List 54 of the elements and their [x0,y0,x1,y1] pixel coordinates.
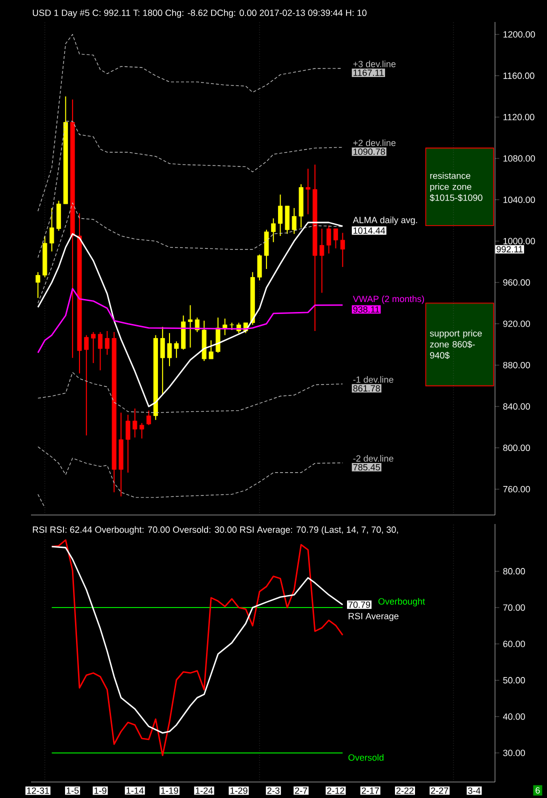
x-tick-label: 2-3 [267,787,280,794]
series-label: +3 dev.line [353,60,396,68]
band-label: resistance price zone $1015-$1090 [430,172,482,202]
x-tick-label: 1-24 [196,787,213,794]
y-tick-label: 840.00 [503,403,530,410]
chart-title: RSI RSI: 62.44 Overbought: 70.00 Oversold: 30.00 RSI Average: 70.79 (Last, 14, 7, 70, 30, [32,526,398,535]
y-tick-label: 1120.00 [503,114,534,120]
data-label: 1167.11 [354,70,384,76]
chart-title: USD 1 Day #5 C: 992.11 T: 1800 Chg: -8.62 DChg: 0.00 2017-02-13 09:39:44 H: 10 [32,9,367,18]
band-label: support price zone 860$-940$ [430,330,482,360]
y-tick-label: 30.00 [503,750,525,756]
y-tick-label: 60.00 [503,640,525,648]
x-tick-label: 1-14 [126,787,144,794]
series-label: +2 dev.line [353,139,396,146]
text: 6 [536,787,540,794]
x-tick-label: 3-4 [468,787,480,794]
y-tick-label: 1040.00 [503,196,535,203]
data-label: 1090.78 [354,148,385,155]
data-label: 70.79 [348,602,370,608]
x-tick-label: 2-12 [327,787,344,794]
y-tick-label: 880.00 [503,362,530,368]
data-label: 861.78 [353,385,380,392]
series-label: ALMA daily avg. [352,216,418,225]
series-label: -1 dev.line [353,376,394,383]
x-tick-label: 1-5 [66,787,79,794]
y-tick-label: 1160.00 [503,72,534,79]
ref-line-label: Overbought [378,598,425,606]
y-tick-label: 50.00 [503,677,525,684]
y-tick-label: 760.00 [503,486,530,492]
y-tick-label: 70.00 [503,604,525,611]
series-label: -2 dev.line [353,455,394,462]
x-tick-label: 1-29 [230,787,248,794]
y-tick-label: 960.00 [503,279,530,286]
x-tick-label: 12-31 [27,787,49,794]
x-tick-label: 1-19 [161,787,178,794]
x-tick-label: 2-27 [431,787,448,794]
data-label: 1014.44 [354,227,386,234]
y-tick-label: 1080.00 [503,155,535,162]
series-label: VWAP (2 months) [352,295,424,304]
y-tick-label: 1000.00 [503,238,535,244]
y-tick-label: 80.00 [503,568,525,574]
text: 992.11 [496,246,523,252]
data-label: 785.45 [353,464,380,470]
x-tick-label: 1-9 [94,787,106,794]
y-tick-label: 40.00 [503,713,525,720]
y-tick-label: 1200.00 [503,31,535,38]
y-tick-label: 800.00 [503,444,530,452]
y-tick-label: 920.00 [503,320,530,327]
ref-line-label: Oversold [348,754,384,761]
x-tick-label: 2-22 [396,787,414,794]
x-tick-label: 2-17 [362,787,379,794]
x-tick-label: 2-7 [295,787,308,794]
data-label: 938.11 [353,306,380,313]
series-label: RSI Average [348,612,398,622]
